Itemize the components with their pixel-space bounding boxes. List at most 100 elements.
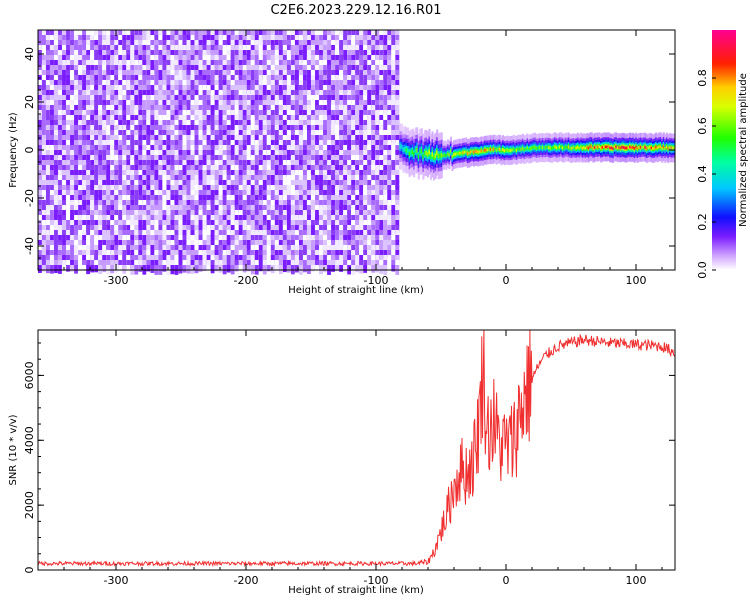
noise-cell <box>250 250 255 257</box>
noise-cell <box>266 200 271 207</box>
noise-cell <box>323 220 327 229</box>
noise-cell <box>379 175 384 183</box>
noise-cell <box>206 115 211 122</box>
noise-cell <box>230 55 235 63</box>
noise-cell <box>58 30 62 40</box>
noise-cell <box>186 195 191 205</box>
noise-cell <box>110 195 115 205</box>
noise-cell <box>311 205 315 212</box>
noise-cell <box>222 70 227 77</box>
noise-cell <box>230 105 235 115</box>
noise-cell <box>90 135 95 142</box>
noise-cell <box>206 155 211 163</box>
noise-cell <box>327 180 331 187</box>
noise-cell <box>70 230 74 239</box>
noise-cell <box>142 145 147 153</box>
noise-cell <box>363 260 368 269</box>
noise-cell <box>102 110 107 120</box>
noise-cell <box>158 40 163 50</box>
noise-cell <box>343 65 347 75</box>
noise-cell <box>234 75 239 84</box>
noise-cell <box>190 60 195 67</box>
noise-cell <box>315 135 319 142</box>
noise-cell <box>339 230 343 238</box>
noise-cell <box>307 140 311 149</box>
noise-cell <box>327 160 331 168</box>
noise-cell <box>331 240 335 247</box>
noise-cell <box>262 95 267 102</box>
noise-cell <box>114 175 119 182</box>
noise-cell <box>186 235 191 244</box>
noise-cell <box>178 165 183 175</box>
noise-cell <box>46 60 50 68</box>
noise-cell <box>206 180 211 187</box>
noise-cell <box>74 65 78 73</box>
noise-cell <box>66 155 70 162</box>
noise-cell <box>238 95 243 104</box>
noise-cell <box>242 130 247 139</box>
noise-cell <box>266 245 271 254</box>
noise-cell <box>42 105 46 114</box>
noise-cell <box>315 200 319 207</box>
noise-cell <box>94 190 99 197</box>
noise-cell <box>194 255 199 262</box>
noise-cell <box>226 210 231 217</box>
noise-cell <box>395 240 400 247</box>
noise-cell <box>234 70 239 79</box>
noise-cell <box>162 155 167 163</box>
noise-cell <box>262 205 267 212</box>
noise-cell <box>106 135 111 143</box>
noise-cell <box>46 80 50 88</box>
noise-cell <box>391 135 396 142</box>
noise-cell <box>86 210 90 217</box>
noise-cell <box>238 120 243 127</box>
noise-cell <box>142 130 147 138</box>
noise-cell <box>46 195 50 205</box>
noise-cell <box>178 210 183 217</box>
noise-cell <box>363 55 368 65</box>
noise-cell <box>331 200 335 208</box>
noise-cell <box>126 75 131 84</box>
noise-cell <box>122 125 127 134</box>
noise-cell <box>387 165 392 172</box>
noise-cell <box>327 210 331 217</box>
noise-cell <box>363 255 368 265</box>
noise-cell <box>290 200 295 210</box>
noise-cell <box>170 120 175 128</box>
noise-cell <box>339 60 343 70</box>
noise-cell <box>395 220 400 227</box>
noise-cell <box>74 90 78 100</box>
noise-cell <box>78 85 82 95</box>
noise-cell <box>134 225 139 233</box>
noise-cell <box>62 150 66 159</box>
noise-cell <box>359 105 364 114</box>
noise-cell <box>367 210 372 217</box>
noise-cell <box>343 245 347 254</box>
signal-cell <box>567 145 570 149</box>
noise-cell <box>242 125 247 135</box>
noise-cell <box>94 90 99 97</box>
noise-cell <box>138 140 143 149</box>
noise-cell <box>78 155 82 165</box>
noise-cell <box>38 260 42 270</box>
noise-cell <box>339 110 343 118</box>
noise-cell <box>126 195 131 202</box>
noise-cell <box>182 200 187 209</box>
noise-cell <box>114 40 119 50</box>
noise-cell <box>359 240 364 247</box>
noise-cell <box>110 200 115 209</box>
noise-cell <box>62 160 66 170</box>
noise-cell <box>355 215 360 225</box>
noise-cell <box>218 160 223 167</box>
noise-cell <box>206 55 211 65</box>
noise-cell <box>42 110 46 118</box>
noise-cell <box>383 105 388 112</box>
noise-cell <box>134 140 139 148</box>
noise-cell <box>206 225 211 232</box>
noise-cell <box>106 230 111 240</box>
noise-cell <box>194 150 199 159</box>
noise-cell <box>242 265 247 273</box>
noise-cell <box>126 220 131 229</box>
noise-cell <box>242 200 247 209</box>
noise-cell <box>46 110 50 120</box>
